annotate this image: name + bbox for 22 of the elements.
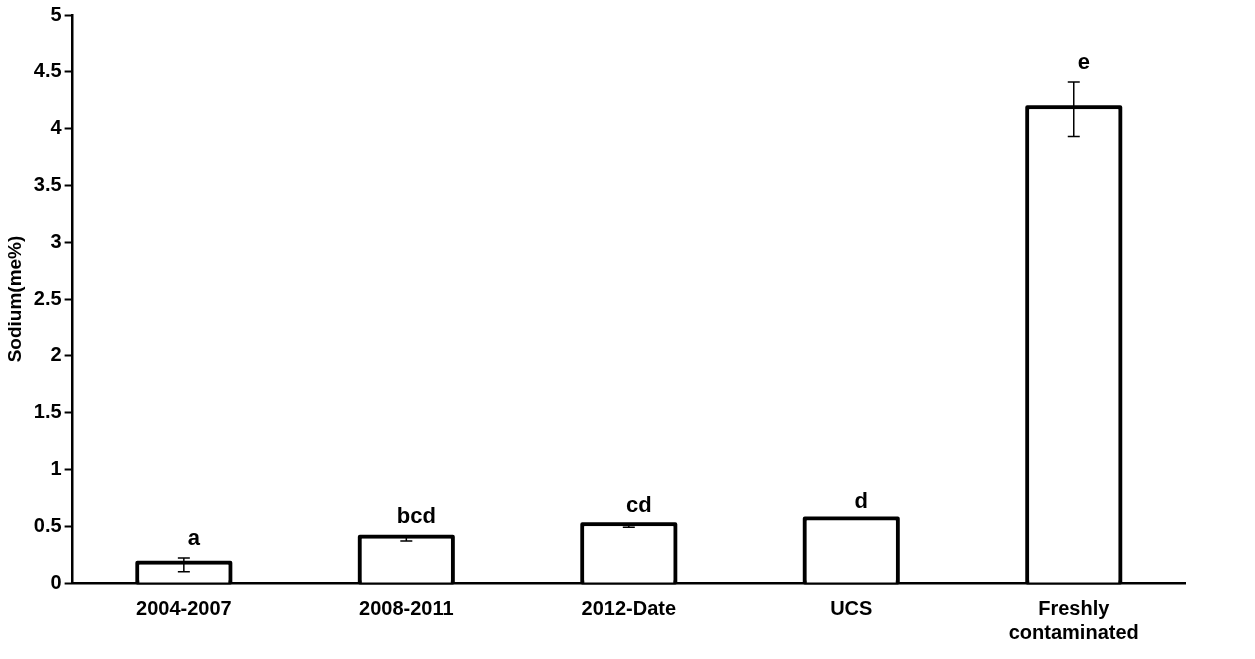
y-tick-label: 1.5	[33, 400, 62, 423]
y-tick-label: 2.5	[33, 286, 62, 309]
y-axis-title: Sodium(me%)	[3, 235, 25, 363]
x-tick-label: 2012-Date	[581, 596, 677, 619]
x-tick-label: 2004-2007	[136, 596, 232, 619]
y-tick-label: 3.5	[33, 172, 62, 195]
y-tick-label: 5	[50, 2, 62, 25]
annotation: e	[1077, 49, 1090, 75]
annotation: d	[854, 487, 869, 513]
annotation: a	[187, 525, 201, 551]
annotation: bcd	[396, 503, 436, 529]
y-tick-label: 0.5	[33, 513, 62, 536]
x-tick-label: 2008-2011	[359, 596, 454, 619]
y-tick-label: 4.5	[33, 59, 62, 82]
annotation: cd	[625, 492, 652, 518]
y-tick-label: 2	[50, 343, 62, 366]
y-tick-label: 1	[50, 456, 62, 479]
y-tick-label: 0	[50, 570, 62, 593]
y-tick-label: 4	[50, 116, 63, 139]
x-tick-label: UCS	[830, 596, 873, 619]
y-tick-label: 3	[50, 229, 62, 252]
x-tick-label: Freshly contaminated	[1008, 596, 1139, 643]
